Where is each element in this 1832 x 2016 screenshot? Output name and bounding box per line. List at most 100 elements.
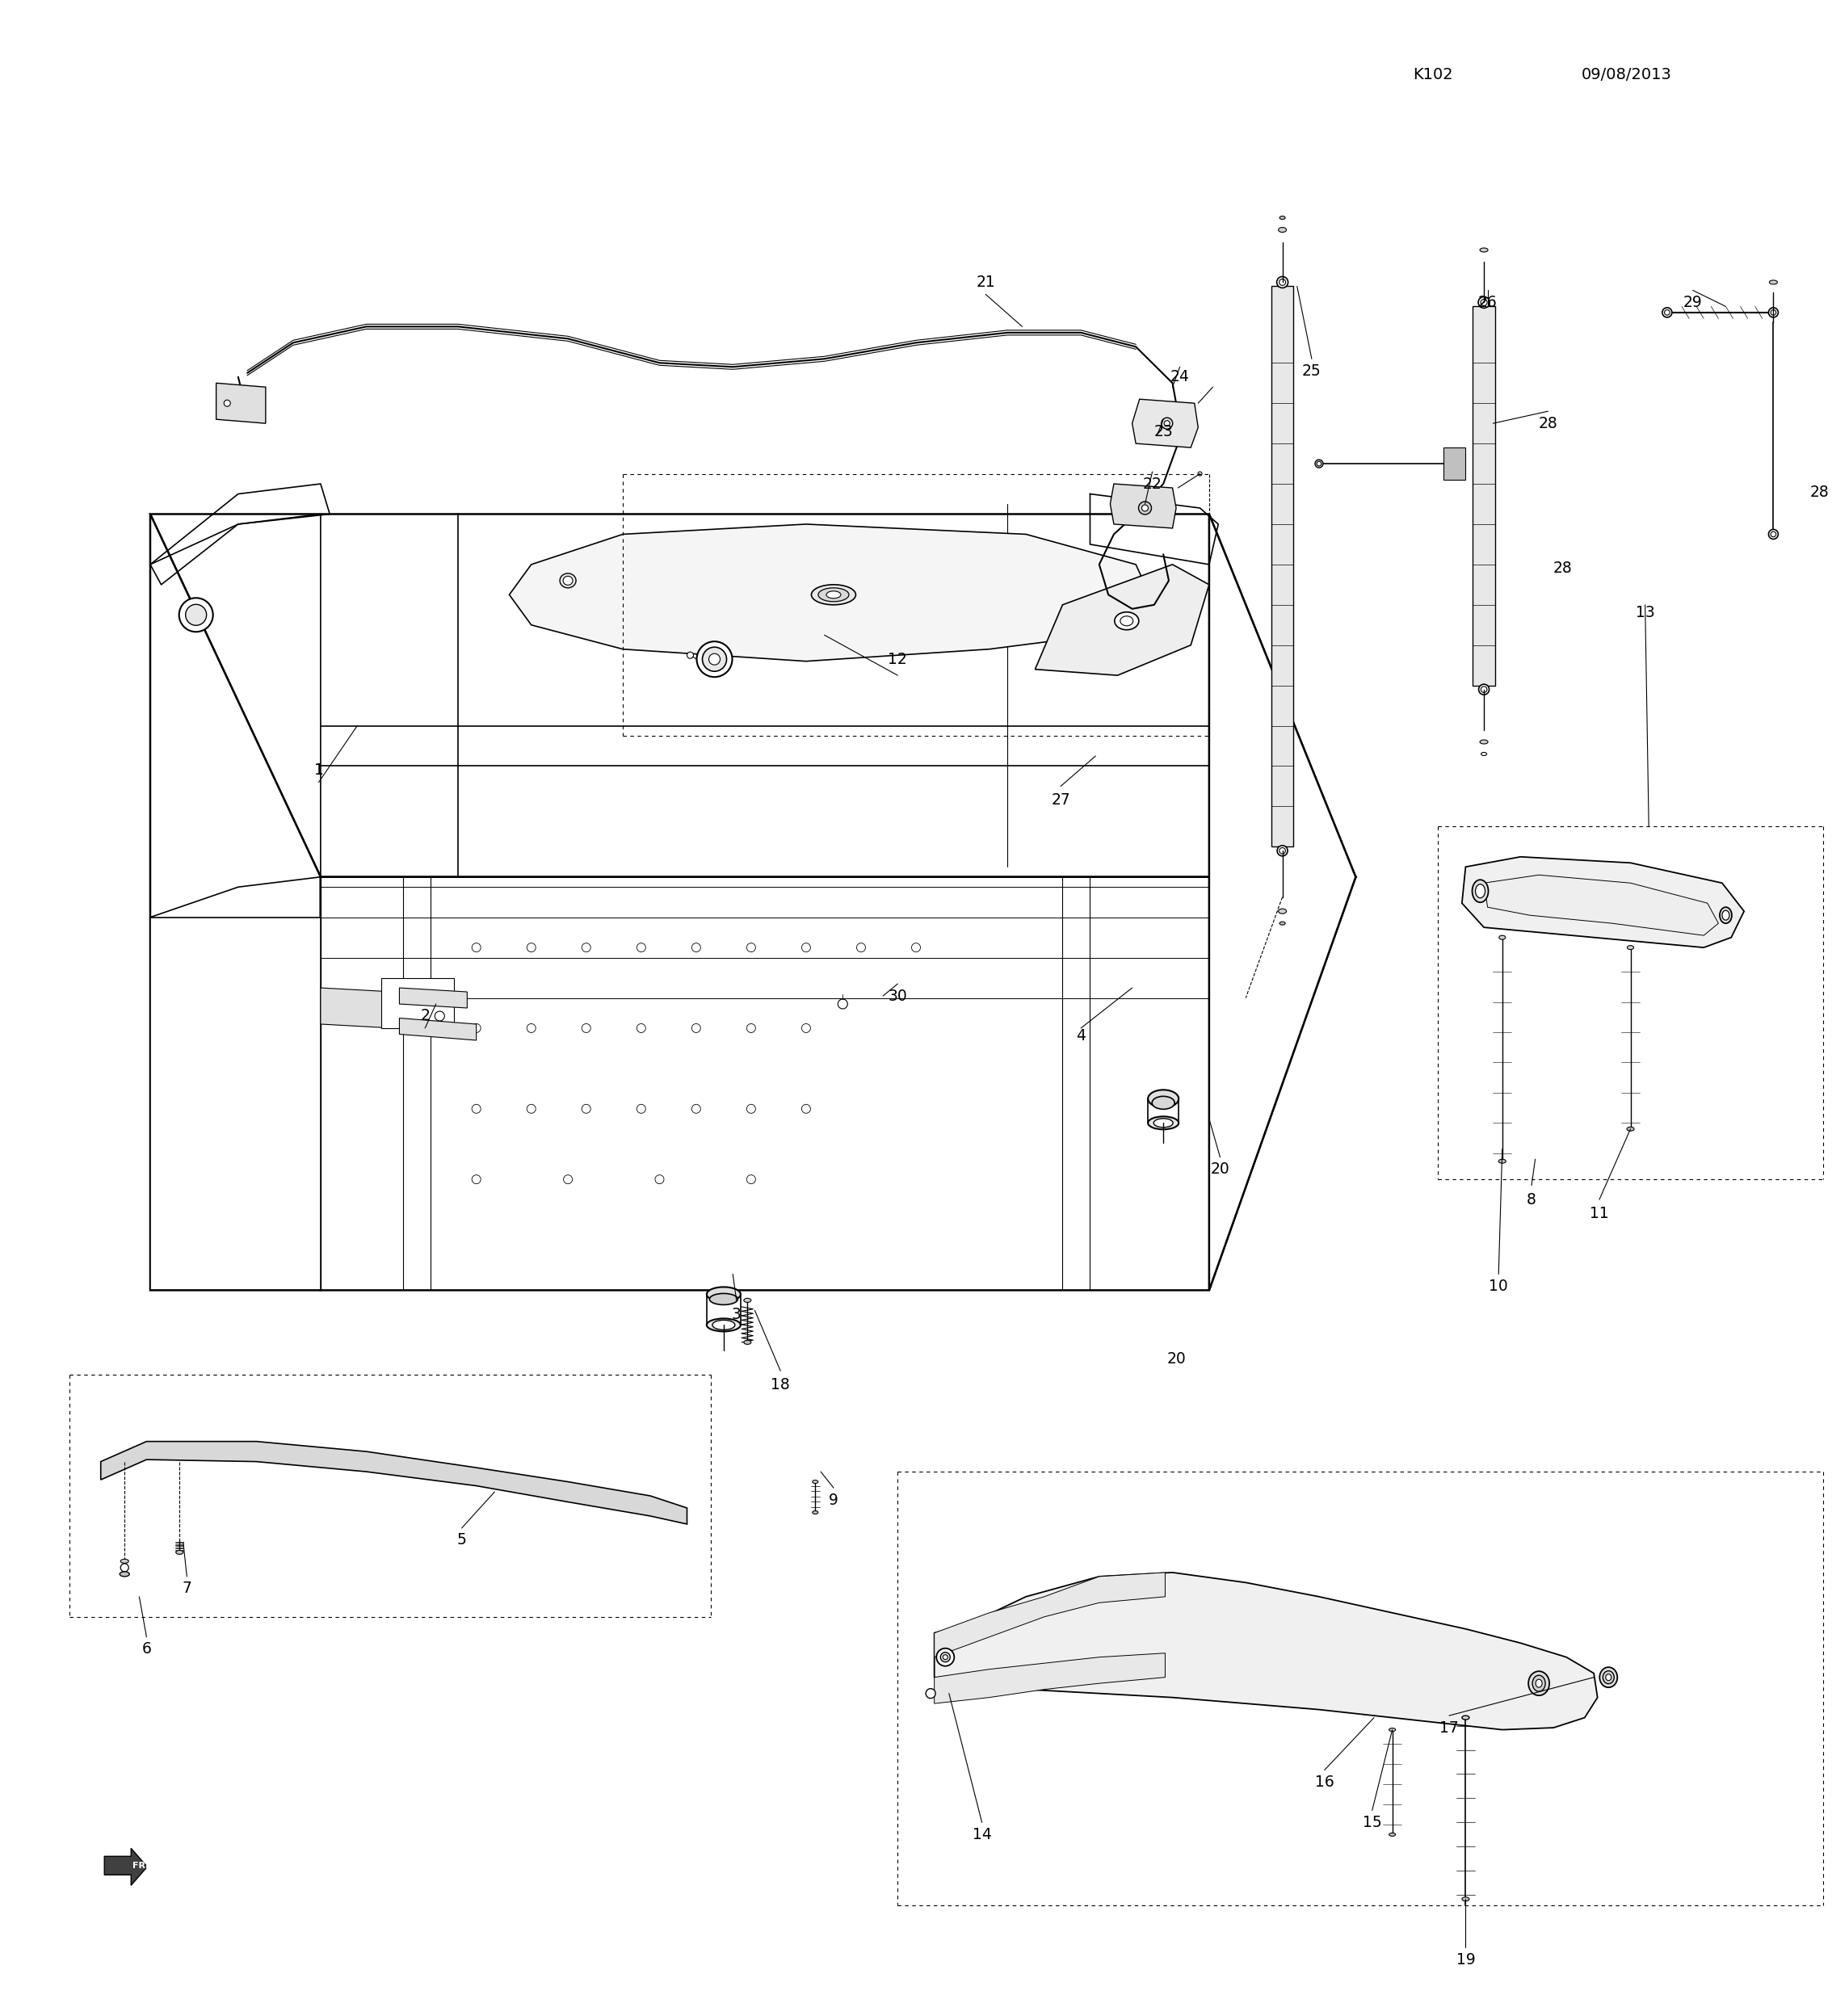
Ellipse shape <box>819 589 848 601</box>
Ellipse shape <box>1389 1728 1396 1732</box>
Circle shape <box>709 653 720 665</box>
Text: 10: 10 <box>1489 1278 1508 1294</box>
Polygon shape <box>1484 875 1718 935</box>
Ellipse shape <box>1499 935 1506 939</box>
Circle shape <box>412 1004 423 1012</box>
Circle shape <box>121 1564 128 1572</box>
Text: 22: 22 <box>1143 476 1161 492</box>
Text: 8: 8 <box>1526 1191 1537 1208</box>
Text: 11: 11 <box>1590 1206 1608 1222</box>
Ellipse shape <box>744 1341 751 1345</box>
Polygon shape <box>509 524 1154 661</box>
Ellipse shape <box>1499 1159 1506 1163</box>
Text: 25: 25 <box>1303 363 1321 379</box>
Ellipse shape <box>1114 613 1140 629</box>
Circle shape <box>185 605 207 625</box>
Text: K102: K102 <box>1412 67 1453 83</box>
Ellipse shape <box>812 585 856 605</box>
Ellipse shape <box>1605 1673 1612 1681</box>
Text: 28: 28 <box>1810 484 1828 500</box>
Polygon shape <box>104 1849 147 1885</box>
Polygon shape <box>1271 286 1293 847</box>
Ellipse shape <box>561 573 575 589</box>
Text: 29: 29 <box>1684 294 1702 310</box>
Text: 28: 28 <box>1539 415 1557 431</box>
Ellipse shape <box>1279 228 1286 232</box>
Circle shape <box>925 1689 936 1697</box>
Polygon shape <box>321 877 1356 1290</box>
Ellipse shape <box>1473 879 1488 903</box>
Polygon shape <box>1035 564 1209 675</box>
Circle shape <box>224 399 231 407</box>
Polygon shape <box>399 1018 476 1040</box>
Circle shape <box>1141 504 1149 512</box>
Text: FRI: FRI <box>132 1861 148 1869</box>
Circle shape <box>564 1175 572 1183</box>
Circle shape <box>936 1649 954 1665</box>
Ellipse shape <box>1720 907 1731 923</box>
Ellipse shape <box>1770 280 1777 284</box>
Text: 23: 23 <box>1154 423 1172 439</box>
Circle shape <box>747 1105 755 1113</box>
Ellipse shape <box>1149 1117 1178 1129</box>
Circle shape <box>802 1105 810 1113</box>
Circle shape <box>747 1175 755 1183</box>
Circle shape <box>912 943 920 952</box>
Circle shape <box>1315 460 1323 468</box>
Polygon shape <box>1209 514 1356 1290</box>
Polygon shape <box>321 988 399 1028</box>
Ellipse shape <box>1092 599 1107 611</box>
Ellipse shape <box>1627 1127 1634 1131</box>
Text: 16: 16 <box>1315 1774 1334 1790</box>
Text: 17: 17 <box>1440 1720 1458 1736</box>
Circle shape <box>747 1024 755 1032</box>
Text: 28: 28 <box>1554 560 1572 577</box>
Ellipse shape <box>812 1510 819 1514</box>
Polygon shape <box>1473 306 1495 685</box>
Circle shape <box>1768 530 1779 538</box>
Circle shape <box>696 641 733 677</box>
Circle shape <box>692 1105 700 1113</box>
Text: 26: 26 <box>1478 294 1497 310</box>
Circle shape <box>940 1653 951 1661</box>
Circle shape <box>638 943 645 952</box>
Ellipse shape <box>812 1480 819 1484</box>
Ellipse shape <box>1152 1097 1174 1109</box>
Polygon shape <box>1110 484 1176 528</box>
Circle shape <box>692 943 700 952</box>
Ellipse shape <box>1532 1675 1546 1691</box>
Ellipse shape <box>1528 1671 1550 1695</box>
Ellipse shape <box>1480 740 1488 744</box>
Ellipse shape <box>1462 1716 1469 1720</box>
Ellipse shape <box>1154 1119 1172 1127</box>
Ellipse shape <box>1475 885 1486 897</box>
Circle shape <box>692 1024 700 1032</box>
Text: 6: 6 <box>141 1641 152 1657</box>
Polygon shape <box>150 514 1356 877</box>
Polygon shape <box>934 1572 1598 1730</box>
Polygon shape <box>150 917 321 1290</box>
Polygon shape <box>934 1653 1165 1704</box>
Polygon shape <box>150 514 321 1290</box>
Ellipse shape <box>1462 1897 1469 1901</box>
Text: 15: 15 <box>1363 1814 1381 1831</box>
Ellipse shape <box>562 577 573 585</box>
Circle shape <box>802 943 810 952</box>
Text: 20: 20 <box>1211 1161 1229 1177</box>
Ellipse shape <box>1535 1679 1543 1687</box>
Text: 09/08/2013: 09/08/2013 <box>1581 67 1673 83</box>
Circle shape <box>528 1024 535 1032</box>
Ellipse shape <box>1603 1671 1614 1683</box>
Text: 18: 18 <box>771 1377 790 1393</box>
Circle shape <box>434 1012 445 1020</box>
Polygon shape <box>399 988 467 1008</box>
Circle shape <box>1277 845 1288 857</box>
Circle shape <box>747 943 755 952</box>
Polygon shape <box>216 383 266 423</box>
Text: 14: 14 <box>973 1826 991 1843</box>
Text: 27: 27 <box>1052 792 1070 808</box>
Ellipse shape <box>1279 921 1286 925</box>
Ellipse shape <box>1480 248 1488 252</box>
Text: 21: 21 <box>976 274 995 290</box>
Text: 13: 13 <box>1636 605 1654 621</box>
